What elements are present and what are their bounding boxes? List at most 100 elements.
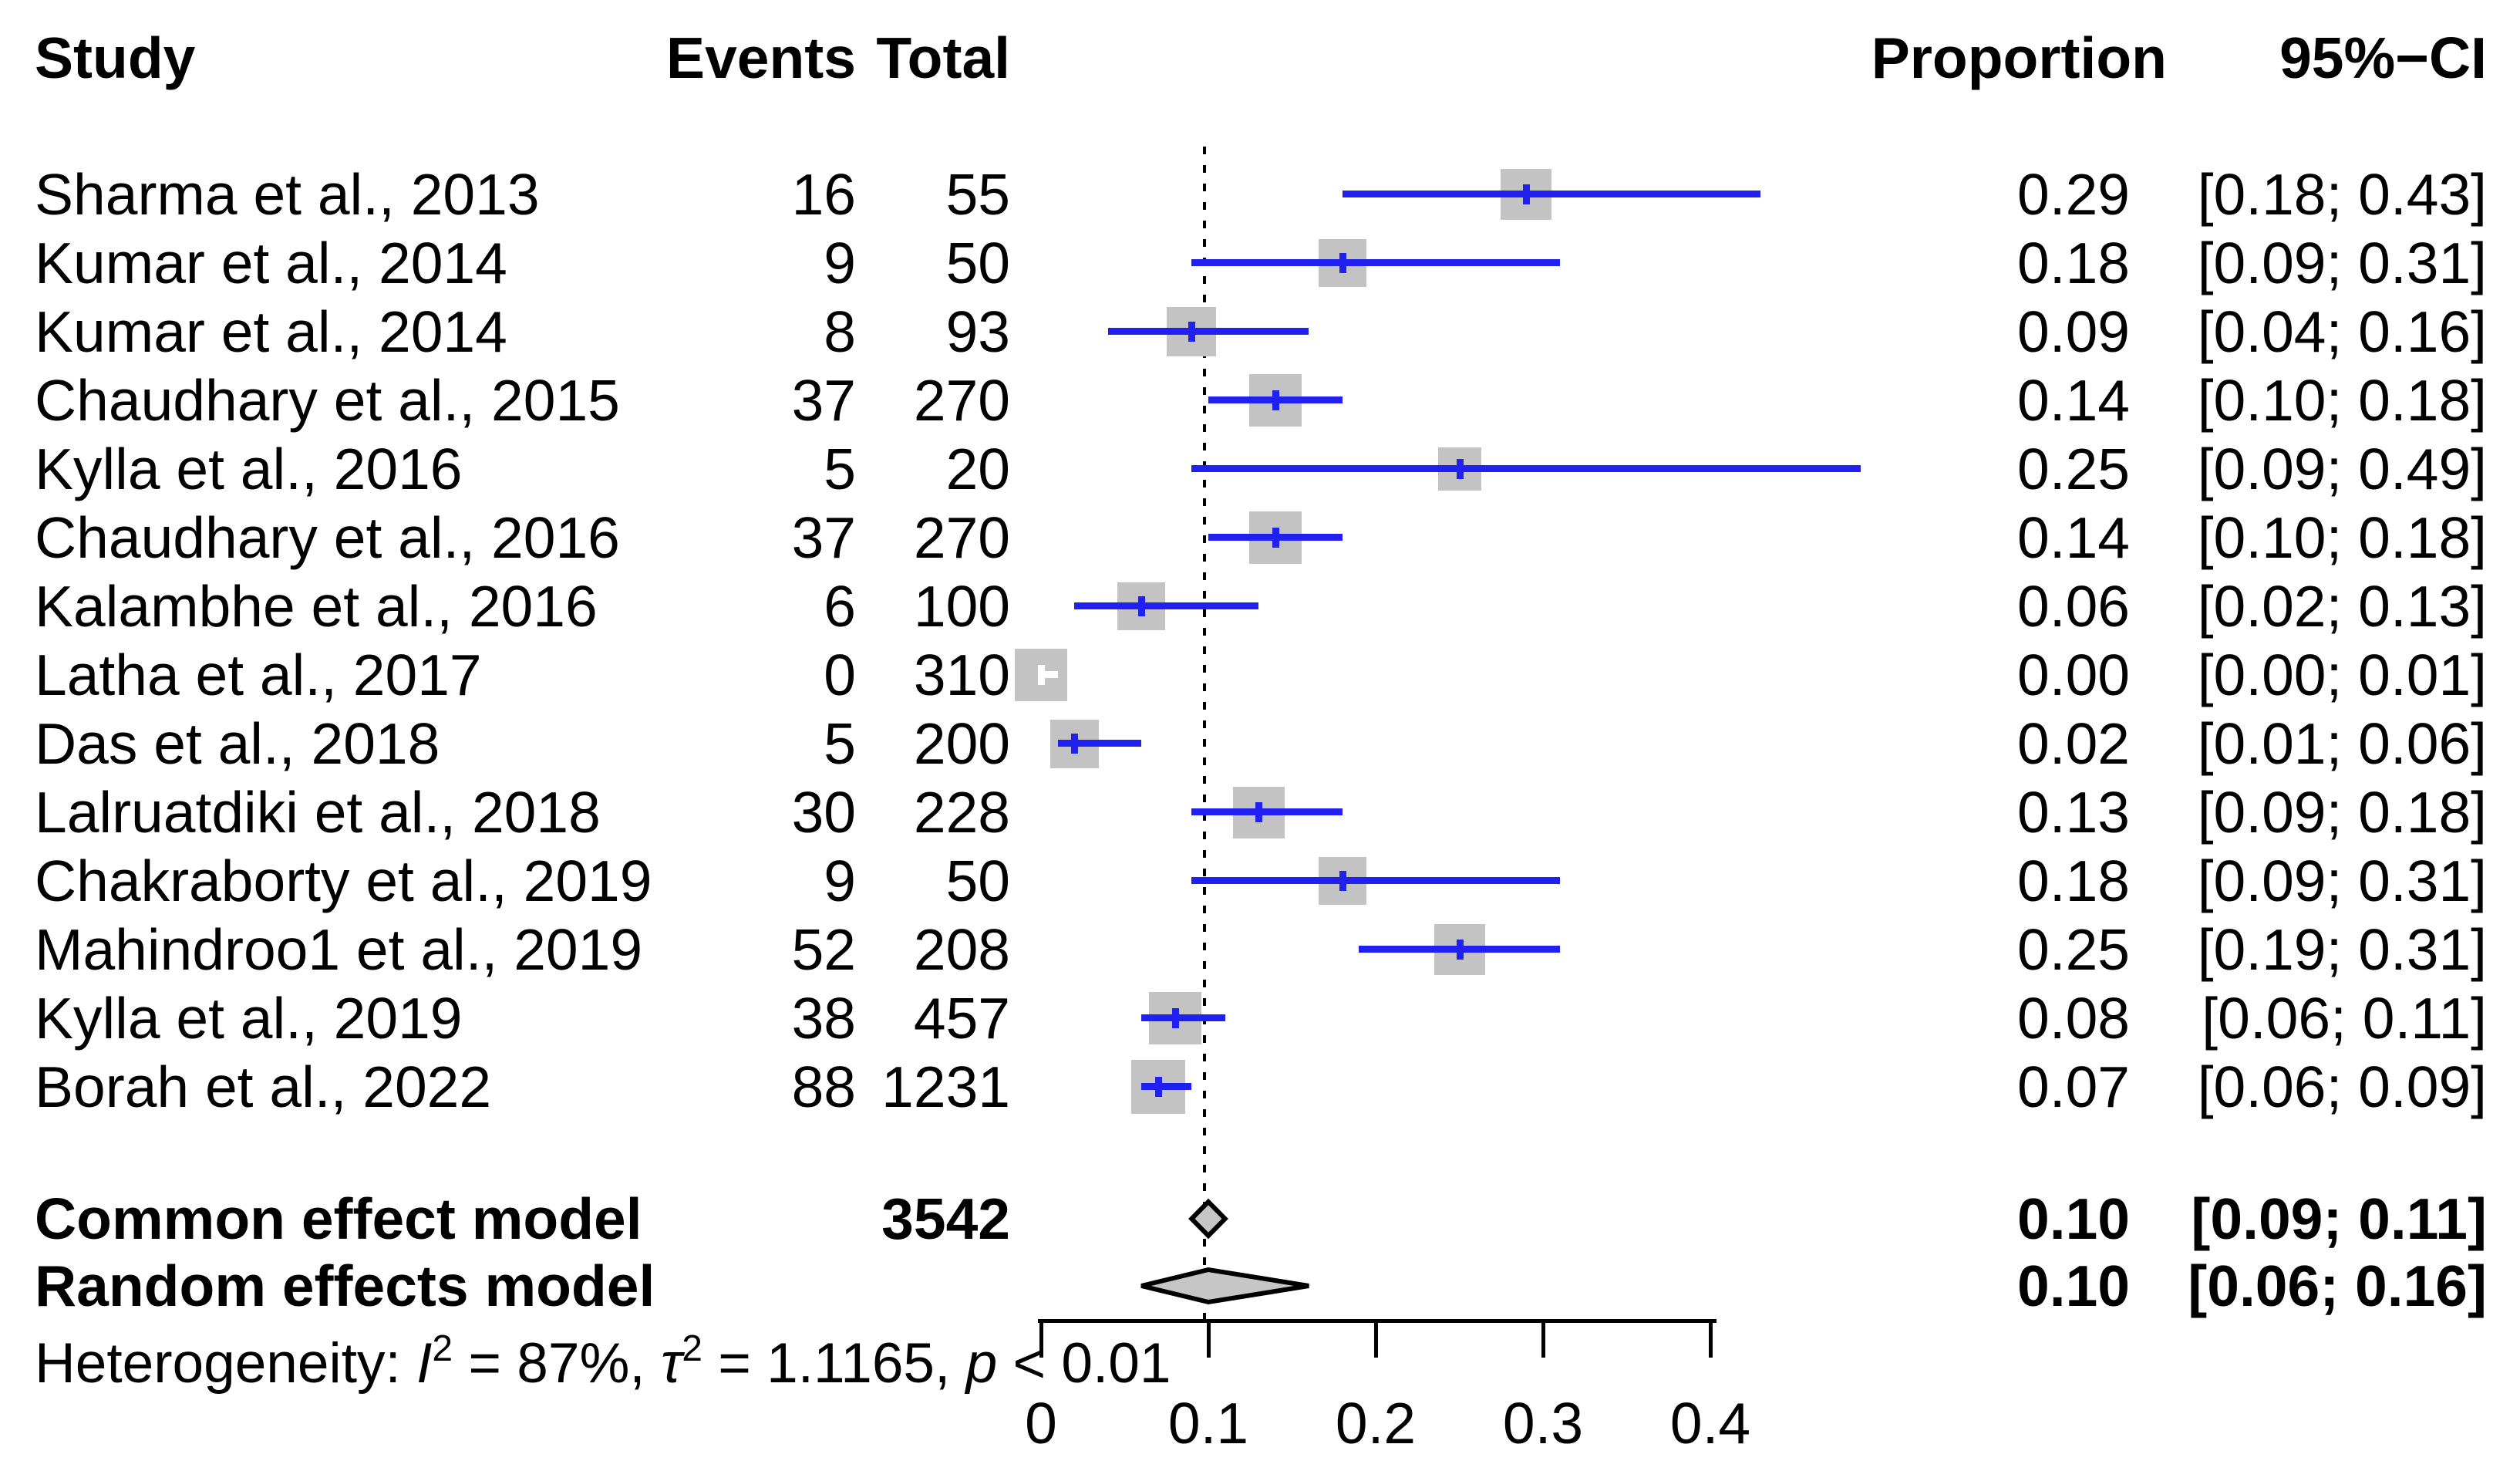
events-value: 30: [791, 780, 856, 845]
proportion-value: 0.25: [2017, 437, 2130, 501]
total-value: 208: [913, 917, 1010, 982]
study-label: Kylla et al., 2019: [35, 986, 463, 1051]
point-estimate-tick: [1456, 459, 1464, 479]
ci-line: [1359, 946, 1560, 953]
weight-square: [1248, 511, 1302, 564]
reference-dashed-line: [1203, 147, 1206, 1321]
model-label: Random effects model: [35, 1253, 655, 1318]
proportion-value: 0.14: [2017, 368, 2130, 433]
events-value: 5: [824, 711, 856, 776]
ci-line: [1141, 1083, 1192, 1090]
model-label: Common effect model: [35, 1186, 642, 1251]
weight-square: [1148, 992, 1201, 1044]
study-label: Latha et al., 2017: [35, 643, 482, 707]
point-estimate-tick: [1188, 322, 1196, 342]
point-estimate-tick: [1272, 390, 1279, 410]
study-label: Chaudhary et al., 2015: [35, 368, 620, 433]
weight-square: [1318, 857, 1366, 905]
events-value: 8: [824, 299, 856, 364]
total-value: 200: [913, 711, 1010, 776]
study-label: Chakraborty et al., 2019: [35, 849, 652, 913]
proportion-value: 0.00: [2017, 643, 2130, 707]
proportion-value: 0.06: [2017, 574, 2130, 639]
model-ci: [0.09; 0.11]: [2191, 1186, 2487, 1251]
total-value: 457: [913, 986, 1010, 1051]
total-value: 100: [913, 574, 1010, 639]
i-squared-value: = 87%,: [453, 1332, 661, 1395]
total-value: 50: [945, 849, 1010, 913]
ci-value: [0.04; 0.16]: [2197, 299, 2487, 364]
events-value: 37: [791, 368, 856, 433]
total-value: 1231: [881, 1054, 1010, 1119]
total-value: 228: [913, 780, 1010, 845]
point-estimate-tick: [1339, 253, 1346, 273]
ci-value: [0.01; 0.06]: [2197, 711, 2487, 776]
study-label: Chaudhary et al., 2016: [35, 505, 620, 570]
study-label: Sharma et al., 2013: [35, 162, 540, 227]
point-estimate-tick: [1523, 184, 1531, 204]
total-value: 20: [945, 437, 1010, 501]
heterogeneity-prefix: Heterogeneity:: [35, 1332, 417, 1395]
proportion-value: 0.13: [2017, 780, 2130, 845]
ci-value: [0.10; 0.18]: [2197, 505, 2487, 570]
x-axis-line: [1038, 1319, 1716, 1323]
events-value: 9: [824, 849, 856, 913]
ci-value: [0.06; 0.11]: [2202, 986, 2487, 1051]
study-label: Kylla et al., 2016: [35, 437, 463, 501]
model-ci: [0.06; 0.16]: [2188, 1253, 2487, 1318]
study-label: Borah et al., 2022: [35, 1054, 492, 1119]
point-estimate-tick: [1154, 1077, 1162, 1097]
proportion-value: 0.09: [2017, 299, 2130, 364]
point-estimate-tick: [1171, 1008, 1179, 1028]
proportion-value: 0.25: [2017, 917, 2130, 982]
model-proportion: 0.10: [2017, 1186, 2130, 1251]
events-value: 52: [791, 917, 856, 982]
total-value: 310: [913, 643, 1010, 707]
proportion-value: 0.07: [2017, 1054, 2130, 1119]
i-squared-exponent: 2: [432, 1328, 453, 1369]
ci-line: [1057, 740, 1142, 747]
x-axis-tick: [1709, 1319, 1713, 1358]
weight-square: [1437, 447, 1481, 491]
ci-value: [0.09; 0.31]: [2197, 231, 2487, 295]
study-label: Kumar et al., 2014: [35, 231, 507, 295]
ci-value: [0.02; 0.13]: [2197, 574, 2487, 639]
point-estimate-tick: [1138, 596, 1146, 616]
p-symbol: p: [965, 1332, 998, 1395]
heterogeneity-text: Heterogeneity: I2 = 87%, τ2 = 1.1165, p …: [35, 1328, 1171, 1399]
study-label: Das et al., 2018: [35, 711, 440, 776]
total-value: 50: [945, 231, 1010, 295]
ci-value: [0.19; 0.31]: [2197, 917, 2487, 982]
tau-squared-value: = 1.1165,: [702, 1332, 966, 1395]
events-value: 38: [791, 986, 856, 1051]
ci-line: [1041, 671, 1058, 678]
ci-value: [0.10; 0.18]: [2197, 368, 2487, 433]
x-axis-tick-label: 0.2: [1335, 1391, 1417, 1456]
weight-square: [1130, 1060, 1185, 1114]
x-axis-tick-label: 0.3: [1502, 1391, 1584, 1456]
column-header-total: Total: [876, 25, 1010, 90]
ci-line: [1074, 602, 1259, 609]
proportion-value: 0.08: [2017, 986, 2130, 1051]
events-value: 16: [791, 162, 856, 227]
ci-value: [0.00; 0.01]: [2197, 643, 2487, 707]
events-value: 6: [824, 574, 856, 639]
proportion-value: 0.18: [2017, 231, 2130, 295]
weight-square: [1501, 169, 1552, 220]
x-axis-tick: [1541, 1319, 1545, 1358]
proportion-value: 0.02: [2017, 711, 2130, 776]
study-label: Lalruatdiki et al., 2018: [35, 780, 601, 845]
proportion-value: 0.18: [2017, 849, 2130, 913]
ci-value: [0.09; 0.31]: [2197, 849, 2487, 913]
ci-line: [1191, 808, 1343, 815]
tau-squared-symbol: τ: [660, 1332, 682, 1395]
ci-value: [0.06; 0.09]: [2197, 1054, 2487, 1119]
proportion-value: 0.29: [2017, 162, 2130, 227]
study-label: Kalambhe et al., 2016: [35, 574, 598, 639]
total-value: 270: [913, 368, 1010, 433]
events-value: 37: [791, 505, 856, 570]
p-value: < 0.01: [997, 1332, 1171, 1395]
weight-square: [1049, 719, 1099, 768]
point-estimate-tick: [1071, 734, 1079, 754]
